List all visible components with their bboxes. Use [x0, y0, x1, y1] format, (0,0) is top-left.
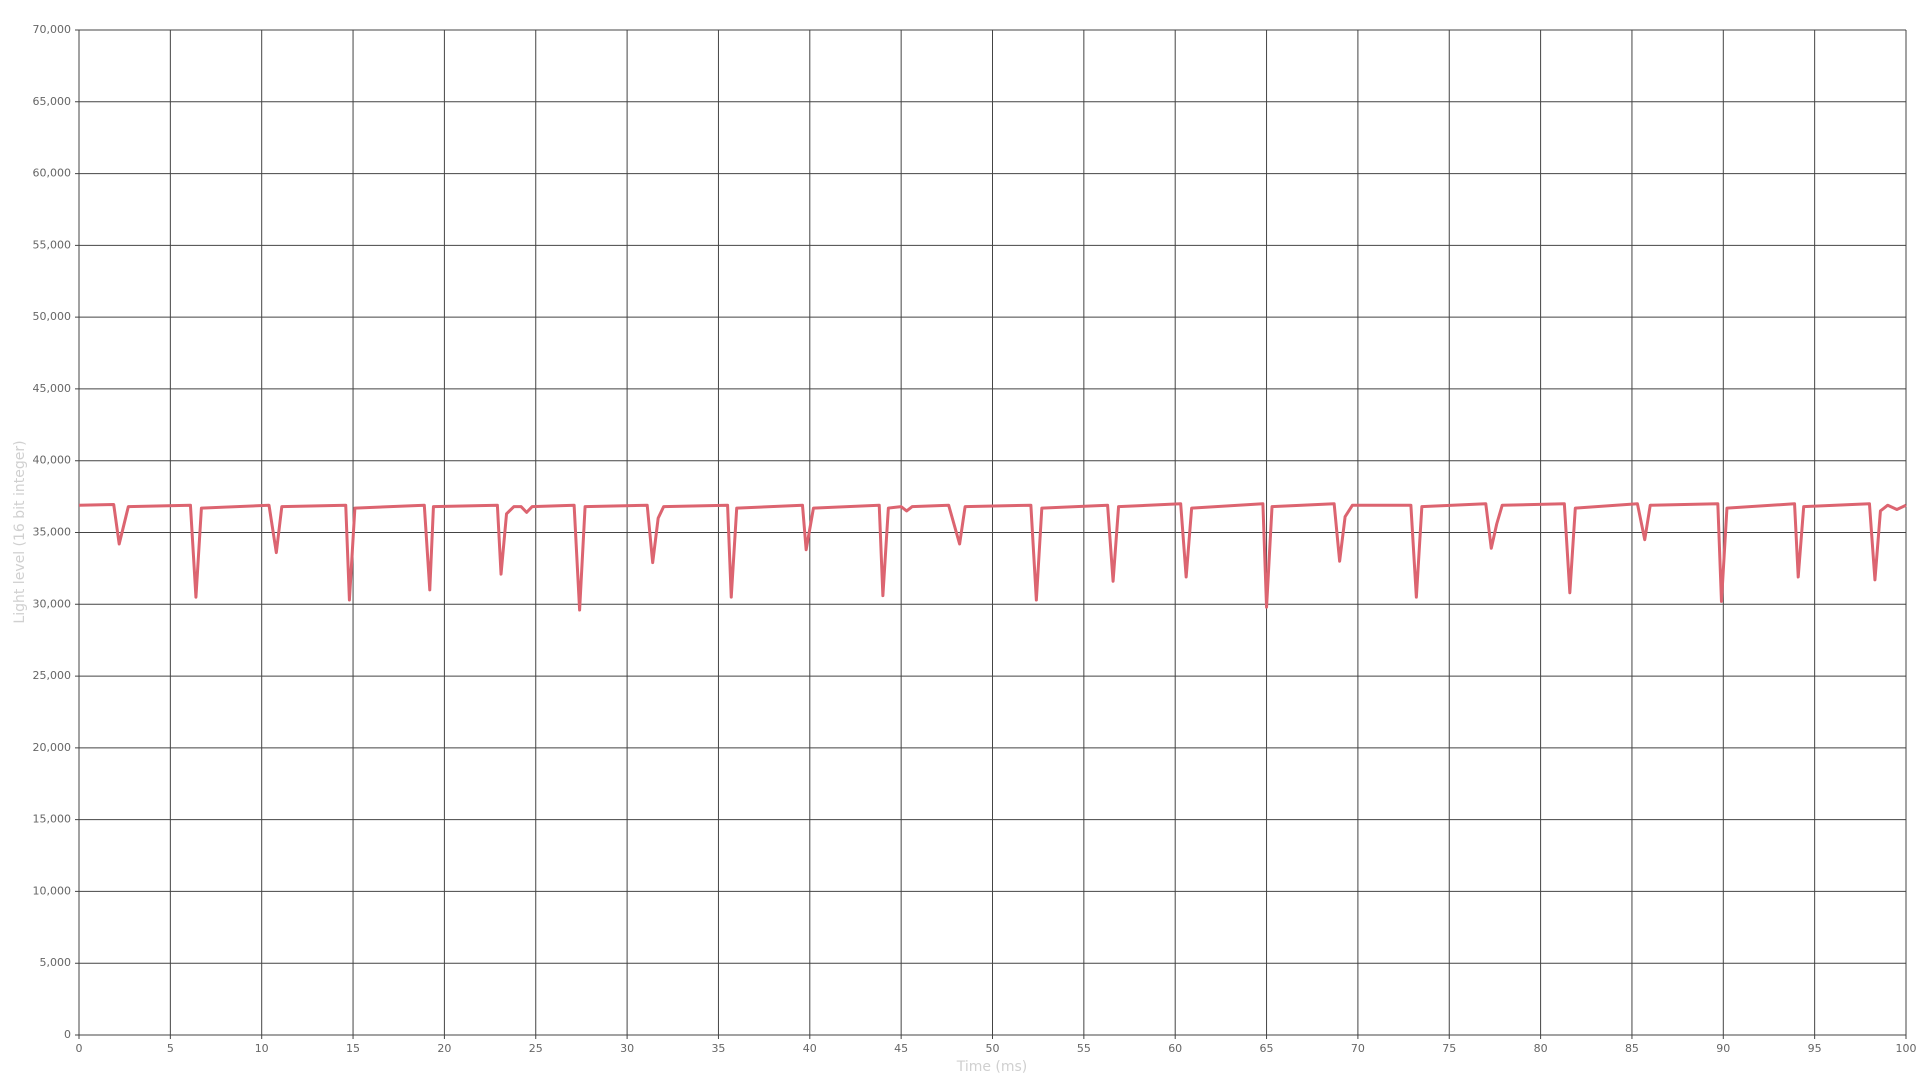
x-tick-label: 0 — [76, 1042, 83, 1055]
x-tick-label: 90 — [1716, 1042, 1730, 1055]
x-tick-label: 100 — [1896, 1042, 1917, 1055]
y-tick-label: 60,000 — [33, 167, 72, 180]
y-tick-label: 70,000 — [33, 23, 72, 36]
x-tick-label: 75 — [1442, 1042, 1456, 1055]
y-tick-label: 0 — [64, 1028, 71, 1041]
y-tick-label: 65,000 — [33, 95, 72, 108]
y-tick-label: 25,000 — [33, 669, 72, 682]
x-tick-label: 5 — [167, 1042, 174, 1055]
y-tick-label: 55,000 — [33, 238, 72, 251]
y-tick-label: 10,000 — [33, 884, 72, 897]
x-tick-label: 15 — [346, 1042, 360, 1055]
data-line — [78, 502, 1907, 612]
y-axis-title: Light level (16 bit integer) — [12, 440, 28, 623]
x-tick-label: 40 — [803, 1042, 817, 1055]
y-tick-label: 30,000 — [33, 597, 72, 610]
y-tick-label: 35,000 — [33, 526, 72, 539]
y-tick-label: 15,000 — [33, 813, 72, 826]
x-tick-label: 55 — [1077, 1042, 1091, 1055]
y-tick-label: 45,000 — [33, 382, 72, 395]
x-tick-label: 30 — [620, 1042, 634, 1055]
x-tick-label: 65 — [1260, 1042, 1274, 1055]
x-tick-label: 95 — [1808, 1042, 1822, 1055]
x-tick-label: 60 — [1168, 1042, 1182, 1055]
x-axis-title: Time (ms) — [956, 1059, 1028, 1075]
x-tick-label: 80 — [1534, 1042, 1548, 1055]
x-tick-label: 45 — [894, 1042, 908, 1055]
x-tick-label: 70 — [1351, 1042, 1365, 1055]
y-tick-label: 20,000 — [33, 741, 72, 754]
x-tick-label: 10 — [255, 1042, 269, 1055]
x-tick-label: 25 — [529, 1042, 543, 1055]
y-tick-label: 50,000 — [33, 310, 72, 323]
y-tick-label: 5,000 — [40, 956, 72, 969]
x-tick-label: 20 — [437, 1042, 451, 1055]
y-tick-label: 40,000 — [33, 454, 72, 467]
x-tick-label: 85 — [1625, 1042, 1639, 1055]
x-tick-label: 35 — [711, 1042, 725, 1055]
x-tick-label: 50 — [986, 1042, 1000, 1055]
